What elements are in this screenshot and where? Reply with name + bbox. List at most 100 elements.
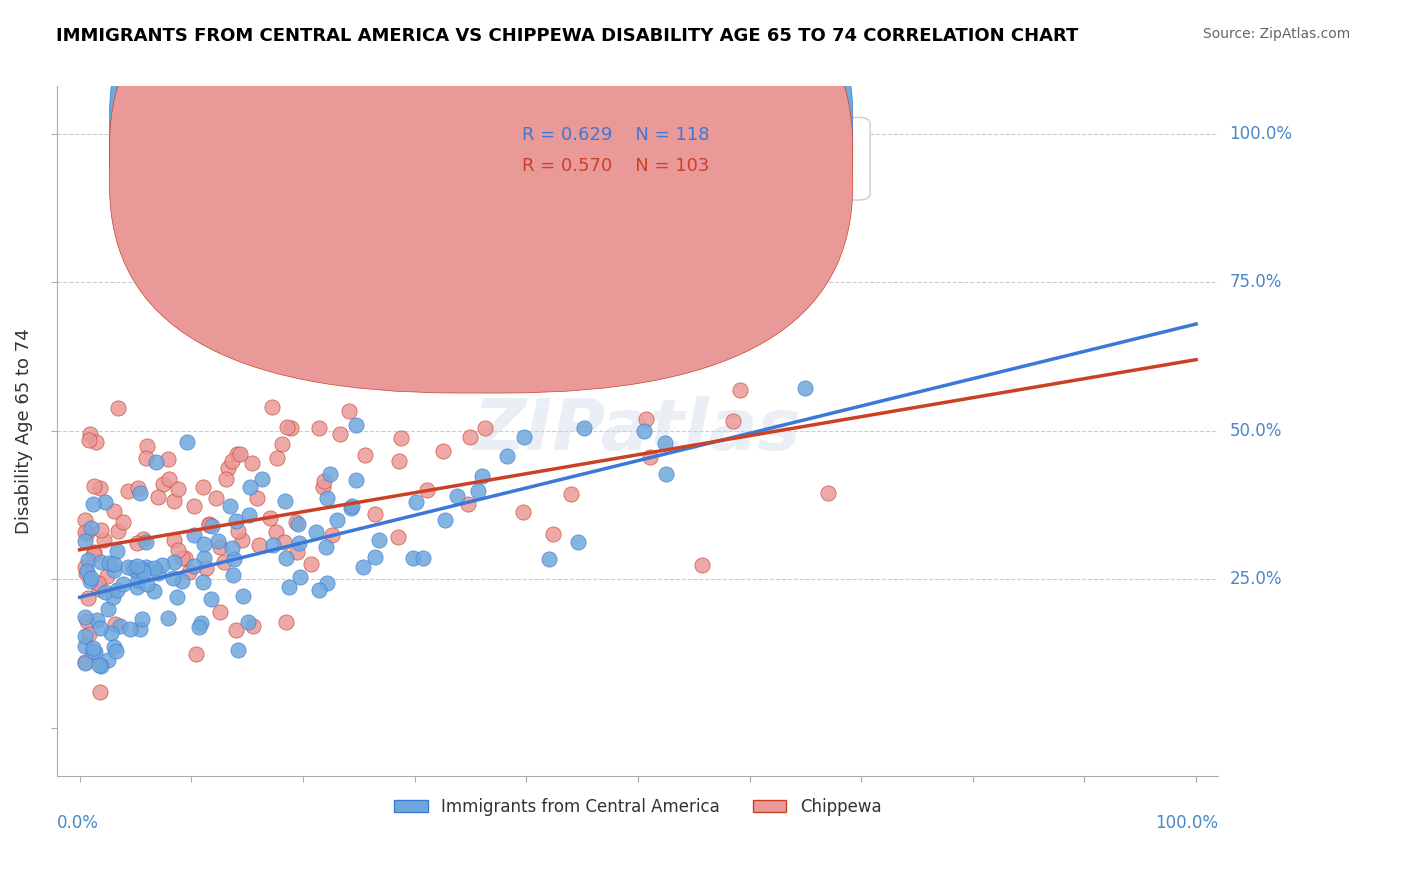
Immigrants from Central America <box>471 469 494 483</box>
Chippewa <box>177 565 200 579</box>
Immigrants from Central America <box>308 582 330 597</box>
Immigrants from Central America <box>318 467 340 481</box>
Chippewa <box>212 555 235 569</box>
Chippewa <box>163 494 186 508</box>
Immigrants from Central America <box>84 645 107 659</box>
Chippewa <box>96 569 118 583</box>
Immigrants from Central America <box>495 449 517 463</box>
Immigrants from Central America <box>193 551 215 566</box>
Text: 50.0%: 50.0% <box>1230 422 1282 440</box>
Chippewa <box>184 647 207 661</box>
Immigrants from Central America <box>103 590 125 604</box>
Chippewa <box>75 525 97 540</box>
Immigrants from Central America <box>86 613 108 627</box>
Immigrants from Central America <box>405 495 427 509</box>
Chippewa <box>432 444 454 458</box>
Chippewa <box>229 447 252 461</box>
Chippewa <box>83 545 105 559</box>
Chippewa <box>512 505 534 519</box>
Chippewa <box>817 486 839 500</box>
Immigrants from Central America <box>112 577 135 591</box>
Immigrants from Central America <box>191 575 214 590</box>
Immigrants from Central America <box>76 564 98 578</box>
Immigrants from Central America <box>326 513 349 527</box>
Immigrants from Central America <box>221 541 243 555</box>
Immigrants from Central America <box>129 623 152 637</box>
Chippewa <box>389 431 412 445</box>
Immigrants from Central America <box>132 565 155 579</box>
Immigrants from Central America <box>90 658 112 673</box>
Text: IMMIGRANTS FROM CENTRAL AMERICA VS CHIPPEWA DISABILITY AGE 65 TO 74 CORRELATION : IMMIGRANTS FROM CENTRAL AMERICA VS CHIPP… <box>56 27 1078 45</box>
Chippewa <box>125 536 148 550</box>
Immigrants from Central America <box>131 562 153 576</box>
Immigrants from Central America <box>183 559 205 574</box>
Immigrants from Central America <box>277 580 299 594</box>
Chippewa <box>152 476 174 491</box>
Text: Source: ZipAtlas.com: Source: ZipAtlas.com <box>1202 27 1350 41</box>
Immigrants from Central America <box>364 550 387 565</box>
Immigrants from Central America <box>75 629 97 643</box>
Chippewa <box>89 481 111 495</box>
Chippewa <box>146 490 169 504</box>
Chippewa <box>364 507 387 521</box>
Chippewa <box>226 524 249 538</box>
Immigrants from Central America <box>105 582 128 597</box>
Chippewa <box>416 483 439 497</box>
Chippewa <box>458 430 481 444</box>
Immigrants from Central America <box>103 640 125 655</box>
Immigrants from Central America <box>103 563 125 577</box>
Immigrants from Central America <box>148 566 170 581</box>
Immigrants from Central America <box>446 489 468 503</box>
Chippewa <box>198 516 221 531</box>
Chippewa <box>312 474 335 488</box>
Immigrants from Central America <box>287 517 309 532</box>
Chippewa <box>721 414 744 428</box>
Chippewa <box>112 515 135 529</box>
Chippewa <box>103 504 125 518</box>
Immigrants from Central America <box>262 538 284 552</box>
Text: 25.0%: 25.0% <box>1230 571 1282 589</box>
Immigrants from Central America <box>367 533 389 548</box>
Chippewa <box>157 472 180 486</box>
Immigrants from Central America <box>117 560 139 574</box>
Immigrants from Central America <box>183 528 205 542</box>
Chippewa <box>260 400 283 414</box>
Text: 0.0%: 0.0% <box>58 814 100 832</box>
Immigrants from Central America <box>654 436 676 450</box>
FancyBboxPatch shape <box>110 0 852 393</box>
Chippewa <box>634 412 657 426</box>
Chippewa <box>75 560 97 574</box>
Chippewa <box>276 615 298 629</box>
Text: 75.0%: 75.0% <box>1230 274 1282 292</box>
Chippewa <box>273 534 295 549</box>
Immigrants from Central America <box>344 473 367 487</box>
Immigrants from Central America <box>207 533 229 548</box>
Immigrants from Central America <box>129 485 152 500</box>
Immigrants from Central America <box>201 519 224 533</box>
Chippewa <box>214 472 236 486</box>
Immigrants from Central America <box>131 612 153 626</box>
Immigrants from Central America <box>344 418 367 433</box>
Immigrants from Central America <box>121 561 143 575</box>
Chippewa <box>76 525 98 540</box>
Immigrants from Central America <box>316 576 339 591</box>
Immigrants from Central America <box>315 491 337 505</box>
Immigrants from Central America <box>163 555 186 569</box>
Immigrants from Central America <box>79 571 101 585</box>
Chippewa <box>204 491 226 506</box>
Immigrants from Central America <box>187 620 209 634</box>
Text: R = 0.629    N = 118: R = 0.629 N = 118 <box>522 126 709 144</box>
Chippewa <box>157 452 180 467</box>
Immigrants from Central America <box>134 534 156 549</box>
Immigrants from Central America <box>79 574 101 588</box>
Chippewa <box>75 512 97 526</box>
Immigrants from Central America <box>108 618 131 632</box>
Chippewa <box>457 497 479 511</box>
Immigrants from Central America <box>467 484 489 499</box>
Immigrants from Central America <box>176 434 198 449</box>
Immigrants from Central America <box>75 656 97 670</box>
Immigrants from Central America <box>412 550 434 565</box>
Chippewa <box>117 483 139 498</box>
Immigrants from Central America <box>219 499 242 513</box>
Immigrants from Central America <box>157 610 180 624</box>
